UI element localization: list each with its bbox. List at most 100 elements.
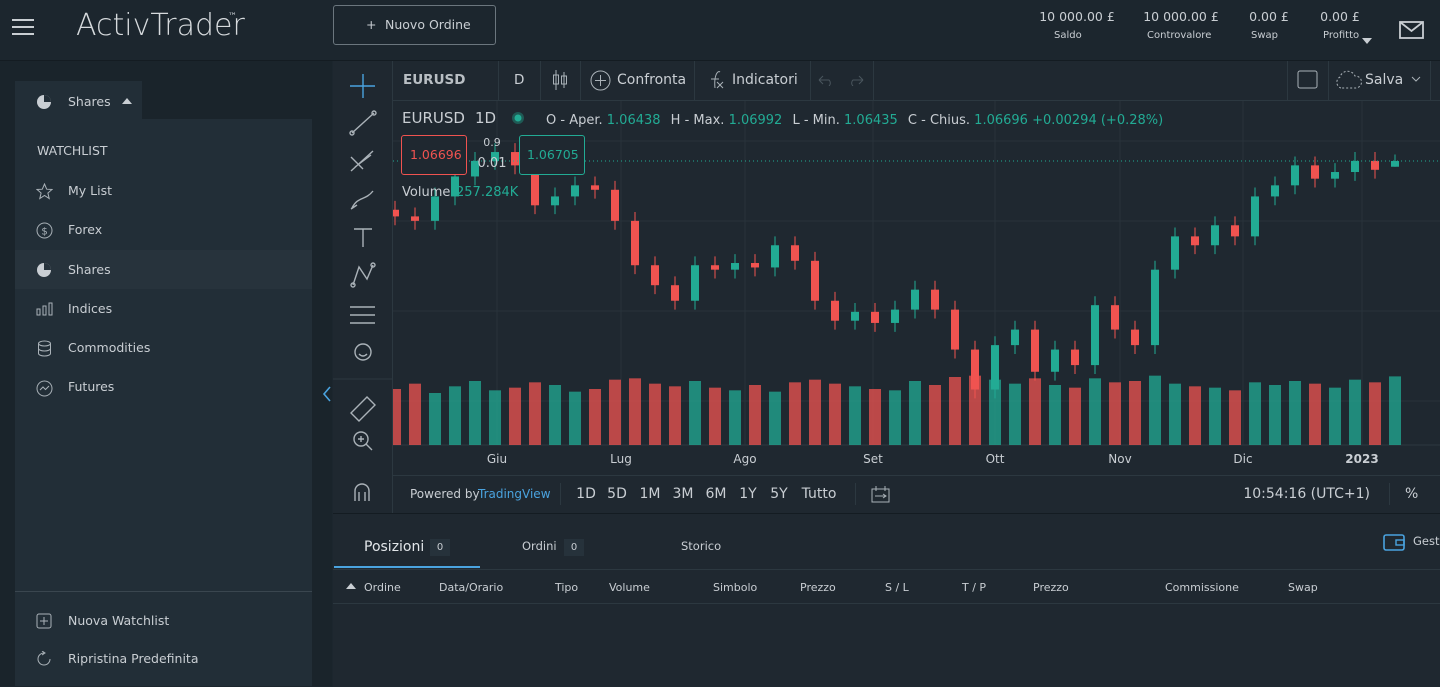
new-order-button[interactable] <box>333 5 496 45</box>
volume-value: 257.284K <box>456 185 519 200</box>
range-button[interactable]: 1D <box>576 486 596 502</box>
legend-symbol: EURUSD <box>402 109 465 127</box>
chart-type-icon[interactable] <box>551 70 569 90</box>
stat-value: 10 000.00 £ <box>1039 9 1115 24</box>
buy-price[interactable]: 1.06705 <box>527 147 579 162</box>
stat-label: Swap <box>1251 30 1279 41</box>
watchlist-item[interactable]: Indices <box>68 301 113 316</box>
range-button[interactable]: 5Y <box>770 486 788 502</box>
range-button[interactable]: 6M <box>705 486 727 502</box>
tab-underline <box>334 566 480 568</box>
tab-label[interactable]: Storico <box>681 539 722 553</box>
tool-icons[interactable] <box>333 61 392 513</box>
candle-body <box>1051 349 1059 372</box>
compare-icon[interactable] <box>590 70 611 91</box>
collapse-arrow[interactable] <box>322 386 332 402</box>
fullscreen-icon[interactable] <box>1297 70 1319 90</box>
column-header[interactable]: S / L <box>885 581 909 594</box>
tab-label[interactable]: Ordini <box>522 539 557 553</box>
caret-up[interactable] <box>122 98 132 105</box>
legend-ohlc: O - Aper. 1.06438 H - Max. 1.06992 L - M… <box>546 113 1163 128</box>
sell-box[interactable] <box>401 135 467 175</box>
buy-box[interactable] <box>519 135 585 175</box>
volume-bar <box>689 381 701 445</box>
undo-redo[interactable] <box>817 74 867 86</box>
candle-body <box>1131 329 1139 346</box>
save-dropdown[interactable] <box>1411 76 1421 83</box>
candle-body <box>971 349 979 390</box>
tradingview-link[interactable]: TradingView <box>478 487 551 501</box>
selected-row <box>15 250 312 289</box>
date-range-icon[interactable] <box>871 486 890 503</box>
ohlc-label: H - Max. <box>670 113 725 128</box>
forex-icon: $ <box>36 222 53 239</box>
candle-body <box>851 311 859 321</box>
stat-label[interactable]: Profitto <box>1323 30 1360 41</box>
candle-body <box>1351 160 1359 173</box>
toolbar-indicators[interactable]: Indicatori <box>732 72 798 88</box>
volume-bar <box>769 391 781 445</box>
ohlc-value: 1.06438 <box>606 113 661 128</box>
column-header[interactable]: Commissione <box>1165 581 1239 594</box>
spread: 0.01 <box>477 156 507 171</box>
candle-body <box>791 245 799 261</box>
candle-body <box>411 216 419 221</box>
stat-label: Saldo <box>1054 30 1082 41</box>
watchlist-item[interactable]: Futures <box>68 379 115 394</box>
manage-button[interactable]: Gesti <box>1413 534 1440 548</box>
column-header[interactable]: Prezzo <box>1033 581 1069 594</box>
range-button[interactable]: 3M <box>672 486 694 502</box>
add-icon <box>36 613 52 629</box>
candle-body <box>1191 236 1199 246</box>
toolbar-compare[interactable]: Confronta <box>617 72 687 88</box>
column-header[interactable]: Tipo <box>555 581 579 594</box>
market-status <box>512 112 524 124</box>
column-header[interactable]: T / P <box>962 581 987 594</box>
range-button[interactable]: 1Y <box>739 486 757 502</box>
new-order-icon: + <box>366 17 377 32</box>
menu-icon[interactable] <box>12 18 36 36</box>
stat-value: 10 000.00 £ <box>1143 9 1219 24</box>
star-icon <box>36 183 53 200</box>
sell-price[interactable]: 1.06696 <box>410 147 462 162</box>
ohlc-label: O - Aper. <box>546 113 603 128</box>
range-button[interactable]: 1M <box>639 486 661 502</box>
indicators-icon[interactable] <box>706 70 726 90</box>
candle-body <box>871 311 879 323</box>
column-header[interactable]: Ordine <box>364 581 401 594</box>
candle-body <box>1031 329 1039 372</box>
candle-body <box>811 260 819 301</box>
volume-bar <box>829 383 841 445</box>
toolbar-symbol[interactable]: EURUSD <box>403 72 466 88</box>
section-title: WATCHLIST <box>37 143 108 158</box>
cloud-icon[interactable] <box>1334 70 1362 90</box>
candle-body <box>1091 305 1099 366</box>
sort-arrow[interactable] <box>346 583 356 590</box>
candle-body <box>611 189 619 221</box>
range-button[interactable]: 5D <box>607 486 627 502</box>
ohlc-label: C - Chius. <box>907 113 971 128</box>
watchlist-item[interactable]: My List <box>68 183 113 198</box>
sidebar-tab-label[interactable]: Shares <box>68 94 111 109</box>
watchlist-item[interactable]: Shares <box>68 262 111 277</box>
column-header[interactable]: Volume <box>609 581 650 594</box>
watchlist-item[interactable]: Forex <box>68 222 103 237</box>
watchlist-item[interactable]: Commodities <box>68 340 151 355</box>
percent-toggle[interactable]: % <box>1405 486 1419 502</box>
candle-body <box>393 209 399 217</box>
wallet-icon[interactable] <box>1383 533 1405 551</box>
candle-body <box>511 152 519 166</box>
sidebar-action[interactable]: Nuova Watchlist <box>68 613 170 628</box>
dropdown-arrow[interactable] <box>1362 38 1372 46</box>
toolbar-save[interactable]: Salva <box>1365 72 1404 88</box>
range-button[interactable]: Tutto <box>801 486 837 502</box>
toolbar-interval[interactable]: D <box>514 72 525 88</box>
column-header[interactable]: Simbolo <box>713 581 758 594</box>
sidebar-action[interactable]: Ripristina Predefinita <box>68 651 199 666</box>
column-header[interactable]: Swap <box>1288 581 1318 594</box>
column-header[interactable]: Data/Orario <box>439 581 504 594</box>
tab-label[interactable]: Posizioni <box>364 539 425 555</box>
column-header[interactable]: Prezzo <box>800 581 836 594</box>
mail-icon[interactable] <box>1399 21 1424 39</box>
sidebar-tab[interactable] <box>15 81 142 121</box>
